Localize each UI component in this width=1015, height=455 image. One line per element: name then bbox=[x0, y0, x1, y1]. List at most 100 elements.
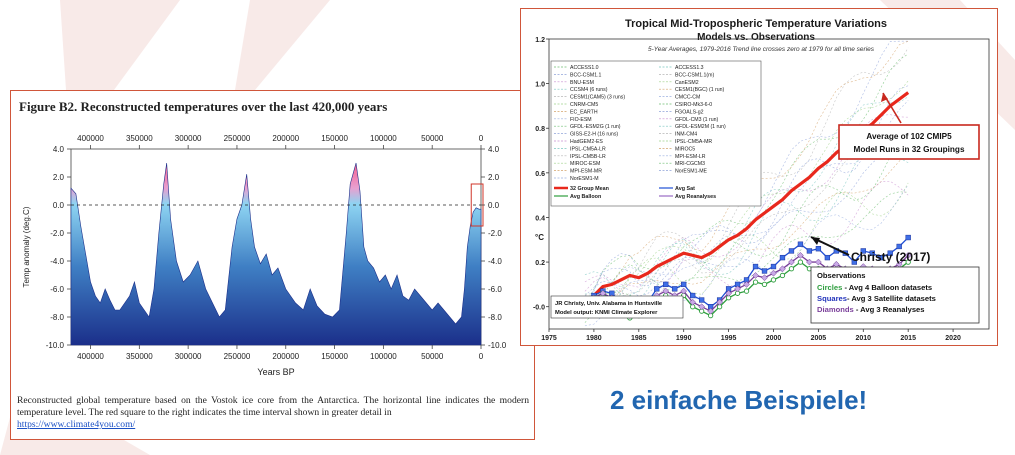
x-tick-label-top: 150000 bbox=[321, 134, 348, 143]
legend-entry: CESM1(CAM5) (3 runs) bbox=[570, 95, 625, 101]
sat-square-point bbox=[851, 259, 857, 265]
legend-entry: GFDL-CM3 (1 run) bbox=[675, 117, 719, 123]
y-tick-label-left: -10.0 bbox=[46, 341, 65, 350]
x-tick-label: 2000 bbox=[766, 335, 782, 342]
christy-arrowhead bbox=[811, 237, 820, 245]
model-run-line bbox=[584, 150, 909, 297]
reanalysis-diamond-point bbox=[788, 258, 795, 266]
chart-subtitle: Models vs. Observations bbox=[697, 32, 815, 43]
models-callout-line2: Model Runs in 32 Groupings bbox=[854, 145, 965, 154]
legend-entry: MPI-ESM-MR bbox=[570, 169, 602, 175]
legend-entry: CMCC-CM bbox=[675, 95, 700, 101]
sat-square-point bbox=[752, 263, 759, 270]
y-axis-label: °C bbox=[535, 233, 544, 242]
reanalysis-diamond-point bbox=[698, 303, 706, 311]
x-tick-label-bottom: 350000 bbox=[126, 352, 153, 361]
x-tick-label: 2020 bbox=[945, 335, 961, 342]
legend-entry: BCC-CSM1.1 bbox=[570, 72, 602, 78]
balloon-circle-point bbox=[779, 272, 786, 279]
y-tick-label: 0.8 bbox=[535, 126, 545, 133]
legend-entry: NorESM1-ME bbox=[675, 169, 708, 175]
sat-square-point bbox=[878, 254, 884, 261]
sat-square-point bbox=[824, 254, 831, 261]
x-tick-label-bottom: 400000 bbox=[77, 352, 104, 361]
observations-line: Squares- Avg 3 Satellite datasets bbox=[817, 294, 936, 303]
observations-title: Observations bbox=[817, 271, 866, 280]
x-tick-label: 2010 bbox=[855, 335, 871, 342]
y-tick-label-right: 0.0 bbox=[488, 201, 500, 210]
x-tick-label: 1995 bbox=[721, 335, 737, 342]
legend-entry: Avg Balloon bbox=[570, 194, 601, 200]
y-tick-label-left: -4.0 bbox=[50, 257, 64, 266]
model-run-line bbox=[584, 100, 909, 315]
reanalysis-diamond-point bbox=[662, 287, 670, 295]
reanalysis-diamond-point bbox=[832, 260, 840, 268]
observations-box bbox=[810, 266, 980, 324]
reanalysis-diamond-point bbox=[707, 307, 714, 315]
reanalysis-diamond-point bbox=[761, 274, 768, 282]
legend-entry: MIROC5 bbox=[675, 146, 695, 152]
y-tick-label-left: -2.0 bbox=[50, 229, 64, 238]
y-tick-label-right: -4.0 bbox=[488, 257, 502, 266]
x-tick-label: 1980 bbox=[586, 335, 602, 342]
reanalysis-diamond-point bbox=[680, 287, 688, 295]
x-tick-label: 1985 bbox=[631, 335, 647, 342]
sat-square-point bbox=[806, 248, 813, 254]
chart-note: 5-Year Averages, 1979-2016 Trend line cr… bbox=[648, 46, 875, 53]
chart-title: Figure B2. Reconstructed temperatures ov… bbox=[19, 99, 388, 114]
reanalysis-diamond-point bbox=[797, 252, 804, 259]
x-tick-label-top: 100000 bbox=[370, 134, 397, 143]
sat-square-point bbox=[869, 250, 875, 256]
y-tick-label-right: 2.0 bbox=[488, 173, 500, 182]
legend-entry: ACCESS1.3 bbox=[675, 65, 704, 71]
x-tick-label: 1990 bbox=[676, 335, 692, 342]
y-axis-label: Temp anomaly (deg.C) bbox=[22, 206, 31, 287]
cmip-panel: Tropical Mid-Tropospheric Temperature Va… bbox=[520, 8, 998, 346]
legend-entry: BNU-ESM bbox=[570, 80, 594, 86]
sat-square-point bbox=[654, 286, 660, 292]
sat-square-point bbox=[761, 268, 768, 274]
reanalysis-diamond-point bbox=[904, 252, 912, 259]
model-run-line bbox=[584, 127, 909, 302]
x-tick-label-bottom: 200000 bbox=[272, 352, 299, 361]
legend-entry: CESM1(BGC) (1 run) bbox=[675, 87, 725, 93]
x-tick-label-top: 50000 bbox=[421, 134, 444, 143]
sat-square-point bbox=[690, 292, 696, 299]
legend-entry: CanESM2 bbox=[675, 80, 699, 86]
y-tick-label: -0.0 bbox=[533, 305, 545, 312]
y-tick-label-left: 0.0 bbox=[53, 201, 65, 210]
reanalysis-diamond-point bbox=[770, 269, 777, 277]
balloon-circle-point bbox=[905, 259, 911, 265]
x-tick-label-top: 350000 bbox=[126, 134, 153, 143]
x-tick-label-bottom: 0 bbox=[479, 352, 484, 361]
legend-entry: GFDL-ESM2G (1 run) bbox=[570, 124, 621, 130]
y-tick-label: 0.6 bbox=[535, 171, 545, 178]
legend-entry: ACCESS1.0 bbox=[570, 65, 599, 71]
chart-title: Tropical Mid-Tropospheric Temperature Va… bbox=[625, 18, 887, 30]
sat-square-point bbox=[896, 243, 902, 250]
legend-entry: Avg Reanalyses bbox=[675, 194, 716, 200]
x-tick-label-top: 250000 bbox=[224, 134, 251, 143]
reanalysis-diamond-point bbox=[689, 298, 697, 306]
balloon-circle-point bbox=[797, 259, 804, 265]
x-tick-label-top: 200000 bbox=[272, 134, 299, 143]
source-link[interactable]: https://www.climate4you.com/ bbox=[17, 419, 136, 430]
reanalysis-diamond-point bbox=[752, 272, 759, 279]
reanalysis-diamond-point bbox=[779, 265, 786, 273]
reanalysis-diamond-point bbox=[806, 258, 813, 266]
reanalysis-diamond-point bbox=[743, 281, 750, 288]
x-tick-label-top: 300000 bbox=[175, 134, 202, 143]
credit-line2: Model output: KNMI Climate Explorer bbox=[555, 310, 658, 316]
sat-square-point bbox=[770, 263, 777, 270]
legend-entry: FIO-ESM bbox=[570, 117, 592, 123]
legend-entry: CCSM4 (6 runs) bbox=[570, 87, 608, 93]
slogan-text: 2 einfache Beispiele! bbox=[610, 385, 868, 415]
x-tick-label: 1975 bbox=[541, 335, 557, 342]
y-tick-label: 0.4 bbox=[535, 215, 545, 222]
cmip-chart: Tropical Mid-Tropospheric Temperature Va… bbox=[533, 18, 990, 342]
x-tick-label-bottom: 300000 bbox=[175, 352, 202, 361]
x-tick-label-bottom: 150000 bbox=[321, 352, 348, 361]
model-run-line bbox=[584, 80, 909, 299]
reanalysis-diamond-point bbox=[734, 285, 741, 293]
y-tick-label: 0.2 bbox=[535, 260, 545, 267]
